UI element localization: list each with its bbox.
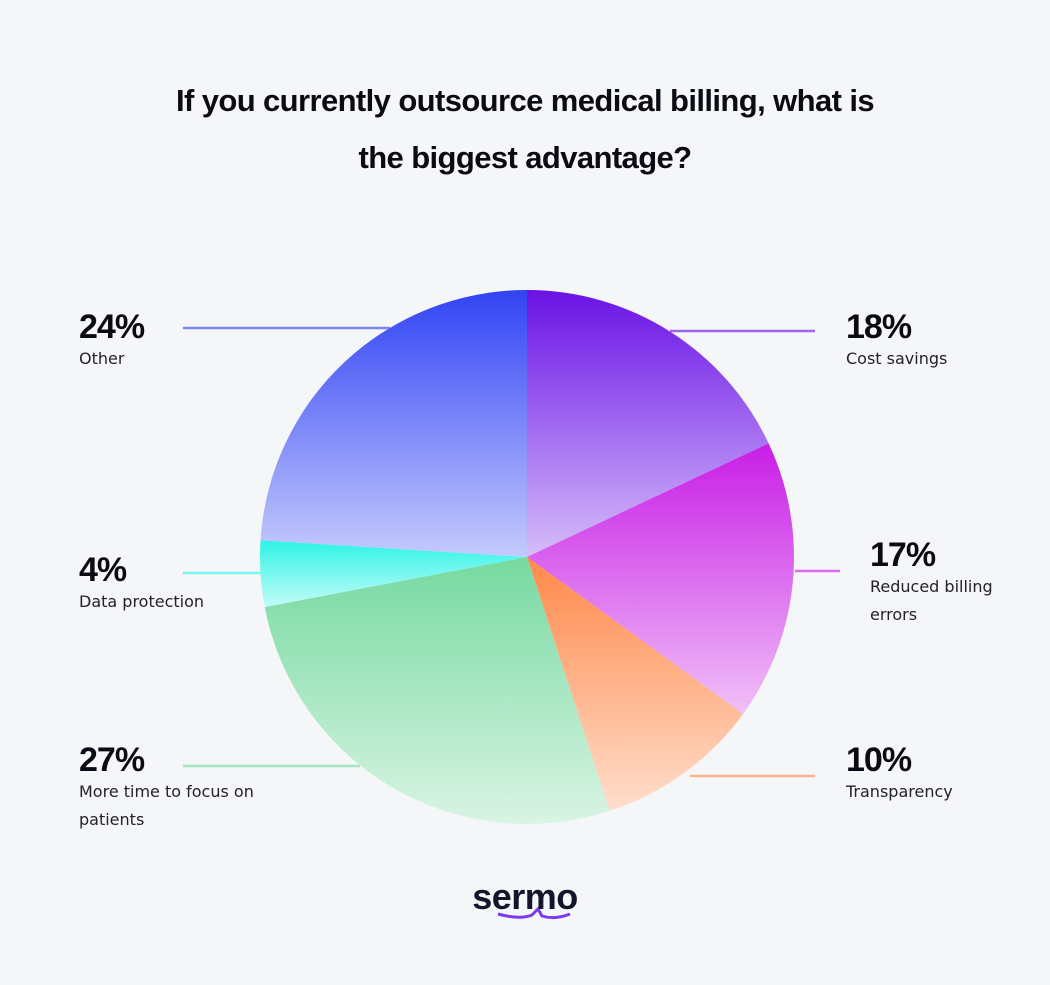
category-label: Other <box>79 349 125 368</box>
pie-slice <box>264 557 610 824</box>
value-label: 18% <box>846 308 912 346</box>
pie-slice <box>527 557 744 811</box>
value-label: 10% <box>846 741 912 779</box>
value-label: 27% <box>79 741 145 779</box>
logo-squiggle <box>497 906 571 920</box>
category-label: Transparency <box>846 782 953 801</box>
category-label: Cost savings <box>846 349 948 368</box>
pie-slice <box>527 443 794 714</box>
pie-slice <box>527 290 769 557</box>
pie-slice <box>260 290 527 557</box>
value-label: 4% <box>79 551 127 589</box>
category-label: Reduced billing errors <box>870 577 993 624</box>
value-label: 24% <box>79 308 145 346</box>
category-label: Data protection <box>79 592 205 611</box>
logo: sermo <box>472 876 578 917</box>
chart-title: If you currently outsource medical billi… <box>175 83 875 175</box>
category-label: More time to focus on patients <box>79 782 254 829</box>
pie-slice <box>260 540 527 608</box>
value-label: 17% <box>870 536 936 574</box>
